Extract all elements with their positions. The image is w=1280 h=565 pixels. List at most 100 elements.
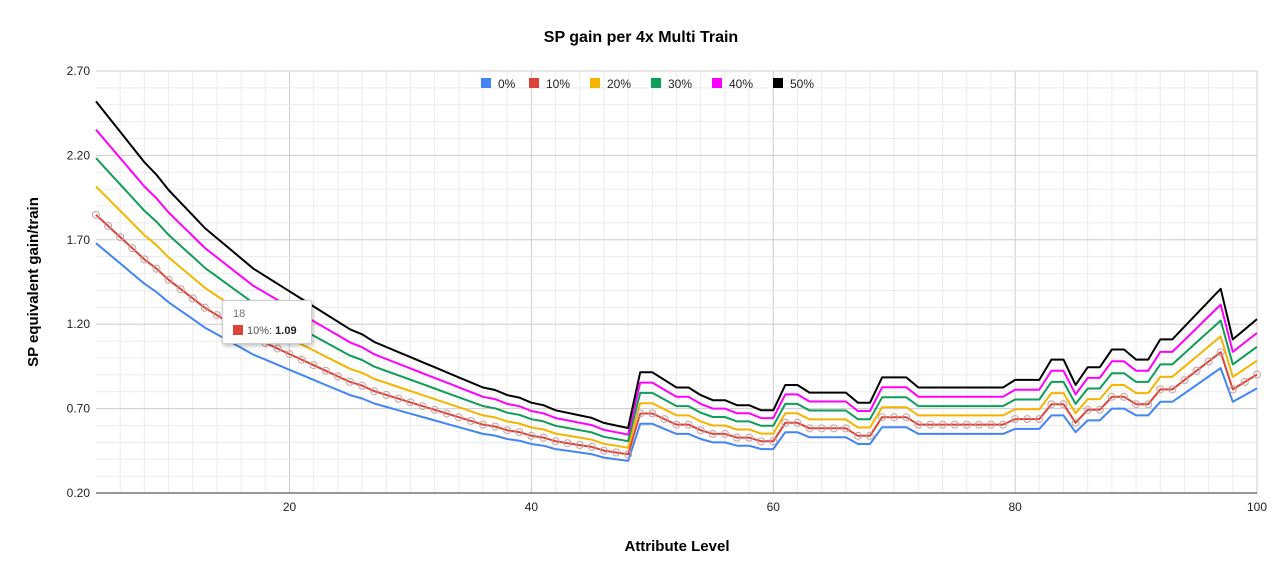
- series-point[interactable]: [563, 439, 572, 448]
- series-point[interactable]: [624, 450, 633, 459]
- series-point[interactable]: [805, 424, 814, 433]
- series-point[interactable]: [370, 387, 379, 396]
- series-point[interactable]: [708, 429, 717, 438]
- series-point[interactable]: [986, 420, 995, 429]
- series-point[interactable]: [418, 402, 427, 411]
- series-point[interactable]: [116, 233, 125, 242]
- series-point[interactable]: [575, 441, 584, 450]
- series-point[interactable]: [636, 409, 645, 418]
- series-point[interactable]: [841, 424, 850, 433]
- series-point[interactable]: [1095, 405, 1104, 414]
- legend-item-20pct[interactable]: 20%: [590, 77, 631, 91]
- series-point[interactable]: [273, 344, 282, 353]
- series-point[interactable]: [672, 420, 681, 429]
- series-point[interactable]: [1216, 348, 1225, 357]
- series-point[interactable]: [696, 426, 705, 435]
- series-point[interactable]: [176, 285, 185, 294]
- series-point[interactable]: [974, 420, 983, 429]
- series-point[interactable]: [128, 244, 137, 253]
- series-point[interactable]: [1204, 357, 1213, 366]
- series-point[interactable]: [950, 420, 959, 429]
- legend-item-0pct[interactable]: 0%: [481, 77, 516, 91]
- series-point[interactable]: [1132, 400, 1141, 409]
- legend-item-10pct[interactable]: 10%: [529, 77, 570, 91]
- series-point[interactable]: [1253, 370, 1261, 379]
- series-point[interactable]: [720, 429, 729, 438]
- series-point[interactable]: [1071, 418, 1080, 427]
- series-point[interactable]: [491, 422, 500, 431]
- series-point[interactable]: [1047, 400, 1056, 409]
- series-point[interactable]: [1240, 377, 1249, 386]
- series-point[interactable]: [587, 442, 596, 451]
- series-line-50pct[interactable]: [95, 100, 1258, 429]
- series-point[interactable]: [660, 415, 669, 424]
- series-point[interactable]: [394, 394, 403, 403]
- series-point[interactable]: [599, 446, 608, 455]
- series-point[interactable]: [890, 413, 899, 422]
- series-point[interactable]: [962, 420, 971, 429]
- series-point[interactable]: [1059, 400, 1068, 409]
- series-point[interactable]: [1192, 366, 1201, 375]
- series-point[interactable]: [757, 437, 766, 446]
- series-point[interactable]: [309, 361, 318, 370]
- series-point[interactable]: [442, 409, 451, 418]
- series-point[interactable]: [140, 255, 149, 264]
- series-point[interactable]: [382, 390, 391, 399]
- series-point[interactable]: [430, 405, 439, 414]
- series-point[interactable]: [539, 433, 548, 442]
- series-point[interactable]: [732, 433, 741, 442]
- legend-item-30pct[interactable]: 30%: [651, 77, 692, 91]
- series-point[interactable]: [612, 448, 621, 457]
- series-point[interactable]: [914, 420, 923, 429]
- series-point[interactable]: [333, 372, 342, 381]
- series-point[interactable]: [1180, 376, 1189, 385]
- legend-item-50pct[interactable]: 50%: [773, 77, 814, 91]
- series-point[interactable]: [152, 264, 161, 273]
- series-point[interactable]: [781, 418, 790, 427]
- series-point[interactable]: [297, 355, 306, 364]
- series-point[interactable]: [551, 437, 560, 446]
- series-point[interactable]: [769, 437, 778, 446]
- series-point[interactable]: [1156, 385, 1165, 394]
- series-point[interactable]: [1035, 415, 1044, 424]
- series-point[interactable]: [1023, 415, 1032, 424]
- series-point[interactable]: [321, 366, 330, 375]
- series-point[interactable]: [285, 350, 294, 359]
- series-point[interactable]: [878, 413, 887, 422]
- series-point[interactable]: [926, 420, 935, 429]
- series-point[interactable]: [92, 210, 100, 219]
- series-point[interactable]: [515, 428, 524, 437]
- legend[interactable]: 0% 10% 20% 30% 40% 50%: [481, 77, 814, 91]
- series-point[interactable]: [212, 311, 221, 320]
- series-point[interactable]: [999, 420, 1008, 429]
- series-point[interactable]: [188, 294, 197, 303]
- series-point[interactable]: [1083, 405, 1092, 414]
- series-point[interactable]: [358, 381, 367, 390]
- series-point[interactable]: [503, 426, 512, 435]
- series-point[interactable]: [479, 420, 487, 429]
- series-point[interactable]: [1228, 385, 1237, 394]
- series-point[interactable]: [1144, 400, 1153, 409]
- series-point[interactable]: [1011, 415, 1020, 424]
- series-point[interactable]: [745, 433, 754, 442]
- series-point[interactable]: [200, 303, 209, 312]
- legend-item-40pct[interactable]: 40%: [712, 77, 753, 91]
- series-point[interactable]: [1107, 392, 1116, 401]
- series-point[interactable]: [829, 424, 838, 433]
- series-line-0pct[interactable]: [95, 242, 1258, 462]
- series-point[interactable]: [466, 416, 475, 425]
- series-point[interactable]: [454, 413, 463, 422]
- series-line-10pct[interactable]: [95, 214, 1258, 456]
- series-point[interactable]: [853, 431, 862, 440]
- series-point[interactable]: [817, 424, 826, 433]
- series-point[interactable]: [902, 413, 911, 422]
- series-point[interactable]: [1168, 385, 1177, 394]
- series-point[interactable]: [684, 420, 693, 429]
- series-point[interactable]: [1119, 392, 1128, 401]
- series-point[interactable]: [527, 431, 536, 440]
- series-point[interactable]: [345, 377, 354, 386]
- series-point[interactable]: [164, 275, 173, 284]
- series-point[interactable]: [104, 221, 113, 230]
- series-point[interactable]: [793, 418, 802, 427]
- series-point[interactable]: [648, 409, 657, 418]
